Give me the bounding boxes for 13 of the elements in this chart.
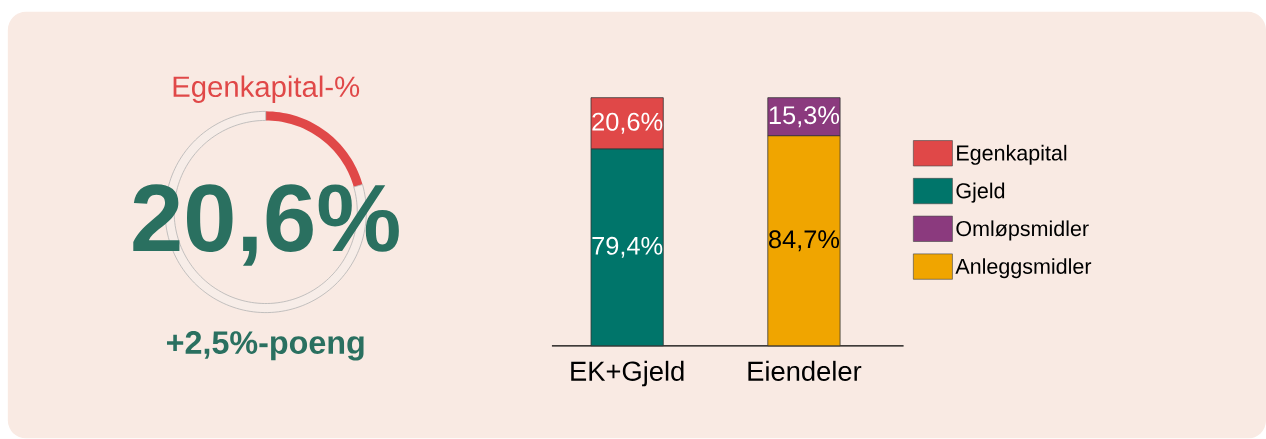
legend-label: Omløpsmidler (956, 220, 1089, 241)
chart-title: Egenkapital-% (173, 75, 360, 104)
legend-label: Anleggsmidler (955, 258, 1092, 279)
data-label: 84,7% (769, 230, 840, 252)
x-tick-label: Eiendeler (748, 361, 862, 382)
x-tick-label: EK+Gjeld (571, 361, 684, 387)
data-label: 79,4% (592, 237, 663, 258)
text: +2,5%-poeng (167, 331, 364, 361)
data-label: 20,6% (592, 112, 663, 134)
text: 20,6% (133, 184, 399, 267)
legend-label: Gjeld (956, 182, 1005, 203)
data-label: 15,3% (769, 106, 840, 128)
legend-label: Egenkapital (957, 145, 1067, 166)
